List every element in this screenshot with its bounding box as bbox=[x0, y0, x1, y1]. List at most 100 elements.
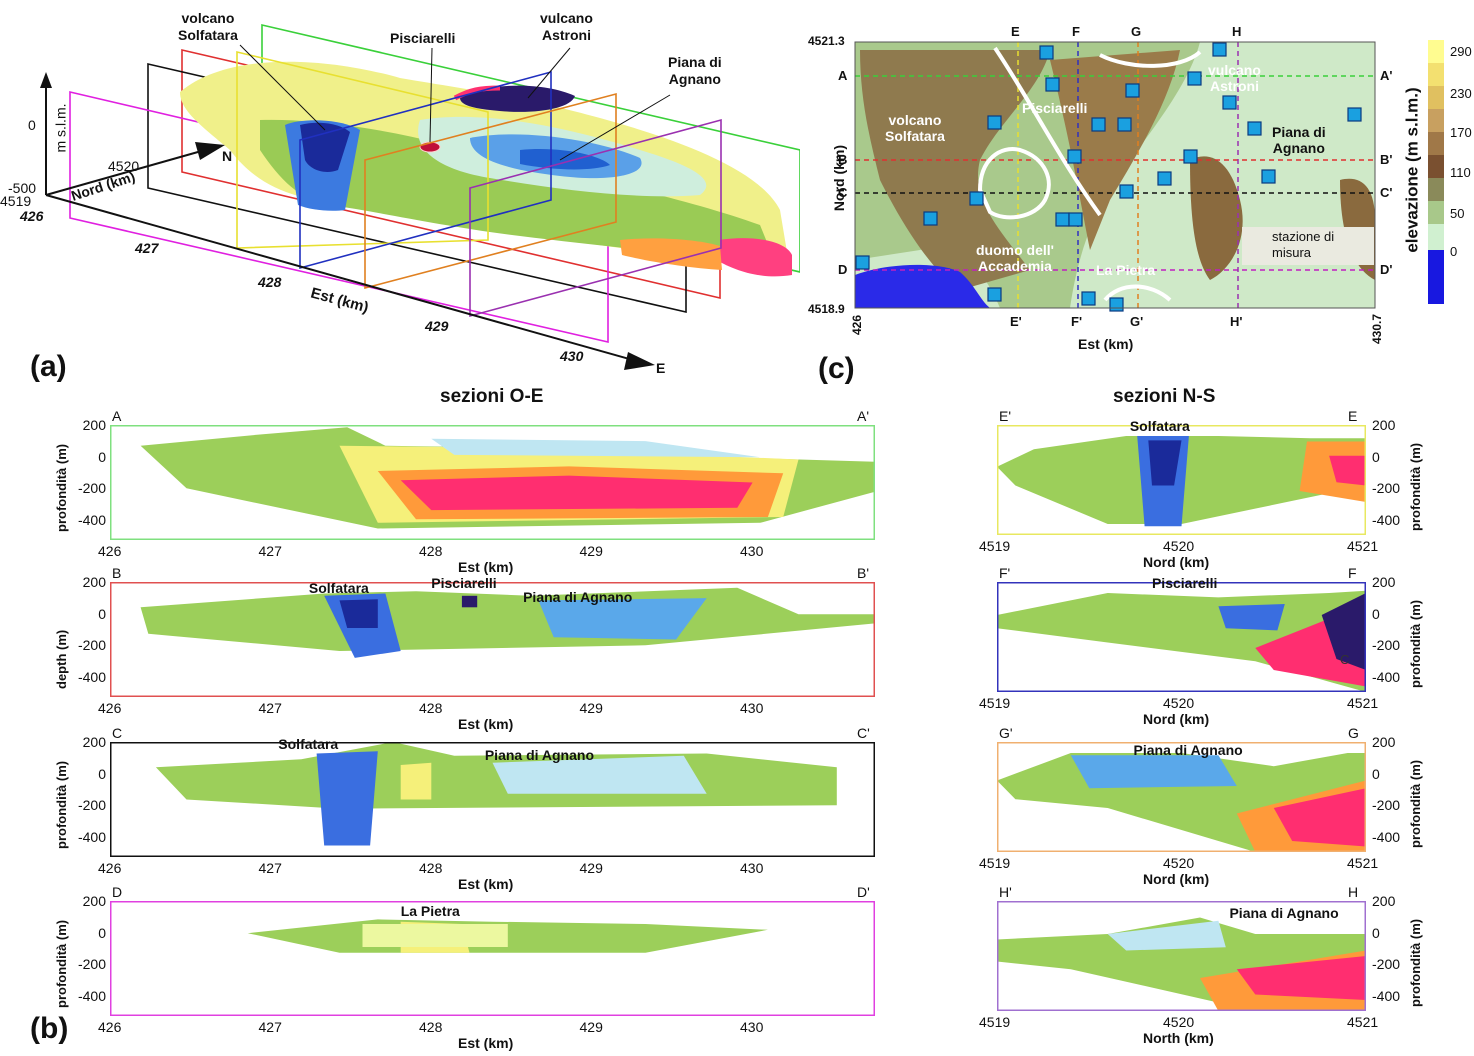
section-oe-0-right-label: A' bbox=[857, 408, 870, 424]
profile-right-B: B' bbox=[1380, 152, 1393, 167]
profile-top-E: E bbox=[1011, 24, 1020, 39]
station bbox=[1212, 42, 1227, 57]
section-oe-3-frame bbox=[110, 901, 875, 1016]
section-oe-3-depth-tick-3: -400 bbox=[77, 987, 106, 1004]
section-ns-3-depth-tick-2: -200 bbox=[1372, 956, 1401, 972]
section-ns-2-plot bbox=[997, 742, 1366, 852]
terrain-green bbox=[260, 119, 775, 263]
profile-right-A: A' bbox=[1380, 68, 1393, 83]
section-oe-0-x-tick-4: 430 bbox=[740, 543, 764, 559]
section-ns-2-depth-tick-0: 200 bbox=[1372, 734, 1396, 750]
colorbar-7 bbox=[1428, 201, 1444, 224]
profile-left-A: A bbox=[838, 68, 848, 83]
section-oe-3-x-tick-3: 429 bbox=[579, 1019, 603, 1035]
section-oe-1-depth-tick-3: -400 bbox=[77, 668, 106, 685]
section-ns-0-frame bbox=[997, 425, 1366, 535]
section-ns-0-depth-tick-0: 200 bbox=[1372, 417, 1396, 433]
map-sea bbox=[855, 264, 990, 308]
section-ns-2-left-label: G' bbox=[999, 725, 1013, 741]
pietra-rim bbox=[1103, 284, 1172, 302]
section-oe-3-x-tick-0: 426 bbox=[98, 1019, 122, 1035]
colorbar-3 bbox=[1428, 109, 1444, 132]
colorbar-4 bbox=[1428, 132, 1444, 155]
astroni-anomaly bbox=[460, 85, 575, 112]
map-label-astroni-l1: vulcano bbox=[1208, 62, 1261, 78]
section-oe-1-layer-3 bbox=[538, 598, 707, 640]
station bbox=[1055, 212, 1070, 227]
section-oe-1-layer-0 bbox=[140, 587, 875, 651]
est-axis-arrow bbox=[624, 352, 655, 370]
est-tick-426: 426 bbox=[20, 208, 44, 224]
station bbox=[969, 191, 984, 206]
section-oe-1-x-tick-1: 427 bbox=[258, 700, 282, 716]
section-ns-0-depth-tick-1: 0 bbox=[1372, 448, 1380, 465]
section-oe-0-frame bbox=[110, 425, 875, 540]
section-oe-1-layer-4 bbox=[461, 595, 478, 608]
section-oe-0-ylabel: profondità (m) bbox=[54, 443, 69, 532]
section-ns-1-depth-tick-0: 200 bbox=[1372, 574, 1396, 590]
section-oe-1-frame bbox=[110, 582, 875, 697]
station bbox=[1045, 77, 1060, 92]
nord-arrow-label: N bbox=[222, 148, 233, 164]
section-ns-2-frame bbox=[997, 742, 1366, 852]
section-ns-2-feature-0: Piana di Agnano bbox=[1133, 742, 1243, 758]
section-ns-0-layer-2 bbox=[1148, 440, 1182, 486]
section-oe-3-depth-tick-0: 200 bbox=[82, 893, 106, 909]
map-label-agnano-l1: Piana di bbox=[1272, 124, 1326, 140]
profile-top-G: G bbox=[1131, 24, 1142, 39]
colorbar-9 bbox=[1428, 250, 1444, 304]
section-ns-1-layer-1 bbox=[1218, 604, 1285, 631]
colorbar-tick-110: 110 bbox=[1450, 165, 1471, 180]
nord-axis-arrow bbox=[195, 142, 225, 160]
section-ns-3-depth-tick-1: 0 bbox=[1372, 924, 1380, 941]
station bbox=[1117, 117, 1132, 132]
section-oe-1-plot bbox=[110, 582, 875, 697]
section-oe-1-layer-2 bbox=[339, 599, 378, 628]
annotation-agnano-l1: Piana di bbox=[668, 54, 722, 70]
section-ns-2-x-tick-0: 4519 bbox=[979, 855, 1011, 871]
colorbar-8 bbox=[1428, 224, 1444, 250]
map-label-solfatara: volcano Solfatara bbox=[885, 112, 945, 144]
section-ns-3-feature-0: Piana di Agnano bbox=[1229, 905, 1339, 922]
section-oe-2-depth-tick-2: -200 bbox=[77, 797, 106, 813]
section-ns-0-depth-tick-3: -400 bbox=[1372, 511, 1401, 528]
section-ns-2-layer-1 bbox=[1070, 755, 1237, 789]
section-ns-1-ylabel: profondità (m) bbox=[1408, 599, 1423, 688]
plane-blue bbox=[299, 70, 552, 270]
colorbar-tick-170: 170 bbox=[1450, 125, 1472, 140]
section-oe-3-x-tick-4: 430 bbox=[740, 1019, 764, 1035]
colorbar-2 bbox=[1428, 86, 1444, 109]
section-oe-1-x-tick-4: 430 bbox=[740, 700, 764, 716]
section-ns-0-left-label: E' bbox=[999, 408, 1012, 424]
section-oe-2-feature-0: Solfatara bbox=[278, 736, 339, 753]
station bbox=[1261, 169, 1276, 184]
section-oe-0-depth-tick-0: 200 bbox=[82, 417, 106, 433]
section-ns-2-depth-tick-3: -400 bbox=[1372, 828, 1401, 845]
section-ns-0-right-label: E bbox=[1348, 408, 1358, 424]
section-oe-2-x-tick-0: 426 bbox=[98, 860, 122, 876]
annotation-pisciarelli: Pisciarelli bbox=[390, 30, 456, 46]
section-ns-0-feature-0: Solfatara bbox=[1129, 418, 1190, 435]
section-oe-2-xlabel: Est (km) bbox=[458, 876, 514, 892]
colorbar-0 bbox=[1428, 40, 1444, 63]
map-label-solfatara-l1: volcano bbox=[888, 112, 942, 128]
section-oe-2-layer-2 bbox=[492, 755, 707, 794]
section-oe-3-xlabel: Est (km) bbox=[458, 1035, 514, 1051]
section-ns-0-x-tick-1: 4520 bbox=[1163, 538, 1195, 554]
section-oe-3-ylabel: profondità (m) bbox=[54, 919, 69, 1008]
section-ns-3-depth-tick-3: -400 bbox=[1372, 987, 1401, 1004]
section-ns-1-frame bbox=[997, 582, 1366, 692]
plane-purple bbox=[469, 118, 722, 318]
section-oe-2-left-label: C bbox=[112, 725, 123, 741]
section-ns-2-xlabel: Nord (km) bbox=[1143, 871, 1210, 887]
astroni-rim bbox=[453, 85, 501, 101]
section-ns-3-right-label: H bbox=[1348, 884, 1359, 900]
plane-orange bbox=[364, 92, 617, 290]
section-oe-0-x-tick-1: 427 bbox=[258, 543, 282, 559]
z-axis-arrow bbox=[40, 72, 52, 88]
section-ns-2-layer-3 bbox=[1273, 788, 1366, 847]
section-oe-0-x-tick-0: 426 bbox=[98, 543, 122, 559]
panel-c-label: (c) bbox=[818, 352, 855, 385]
section-ns-1-left-label: F' bbox=[999, 565, 1011, 581]
panel-b-label: (b) bbox=[30, 1012, 69, 1045]
